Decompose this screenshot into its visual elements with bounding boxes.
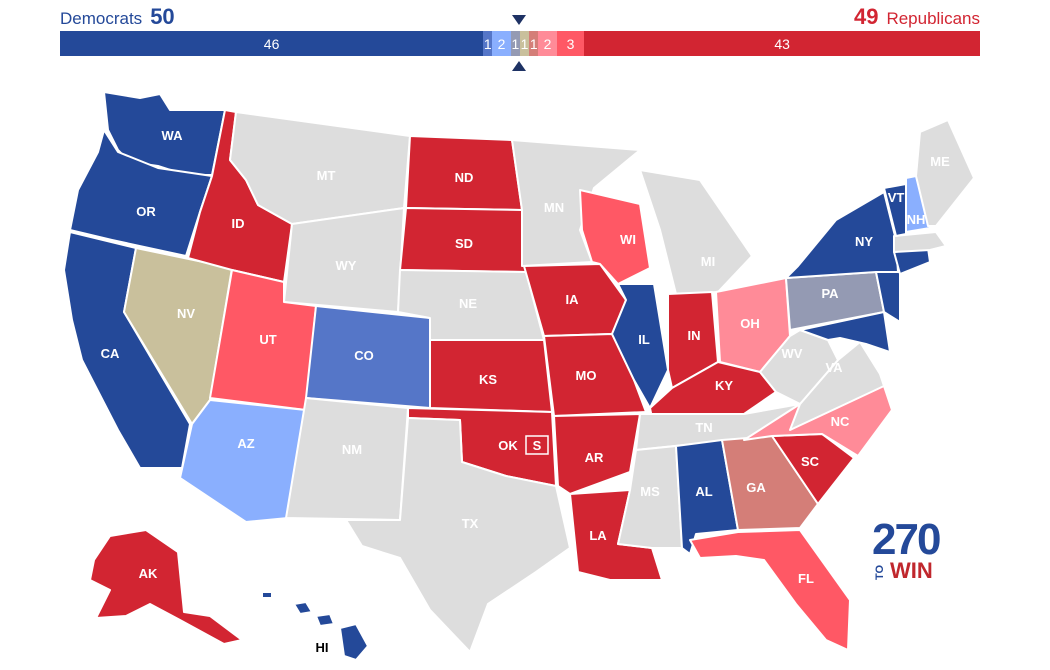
state-tx[interactable] xyxy=(345,417,571,653)
democrats-total: Democrats 50 xyxy=(60,4,175,30)
logo-win: WIN xyxy=(890,558,933,583)
seat-count-bar: 46 1 2 1 1 1 2 3 43 xyxy=(60,31,980,56)
state-ma[interactable] xyxy=(893,231,947,253)
republicans-count: 49 xyxy=(853,4,879,29)
state-nm[interactable] xyxy=(285,397,409,521)
seat-bar-segment: 43 xyxy=(584,31,980,56)
state-il[interactable] xyxy=(611,283,669,409)
state-ar[interactable] xyxy=(553,413,641,495)
majority-marker-top-icon xyxy=(512,15,526,25)
state-mi[interactable] xyxy=(639,169,753,295)
270towin-logo[interactable]: 270 TO WIN xyxy=(872,518,952,582)
seat-bar-segment: 2 xyxy=(492,31,511,56)
special-election-marker xyxy=(525,435,549,455)
state-ak[interactable] xyxy=(89,529,243,645)
seat-bar-segment: 46 xyxy=(60,31,484,56)
state-hi-main[interactable] xyxy=(339,623,369,661)
state-ks[interactable] xyxy=(429,339,553,413)
seat-bar-segment: 1 xyxy=(519,31,530,56)
state-wy[interactable] xyxy=(283,207,405,313)
state-hi-isle-3[interactable] xyxy=(261,591,273,599)
seat-bar-segment: 3 xyxy=(556,31,585,56)
republicans-label: Republicans xyxy=(886,9,980,28)
state-wv[interactable] xyxy=(759,329,839,405)
democrats-label: Democrats xyxy=(60,9,143,28)
logo-to: TO xyxy=(874,564,886,580)
logo-number: 270 xyxy=(872,515,941,564)
state-hi-isle-2[interactable] xyxy=(315,613,335,627)
label-hi: HI xyxy=(316,640,329,655)
seat-bar-segment: 1 xyxy=(529,31,539,56)
seat-bar-segment: 1 xyxy=(510,31,520,56)
state-mo[interactable] xyxy=(543,333,647,417)
state-wi[interactable] xyxy=(579,189,651,285)
state-az[interactable] xyxy=(179,399,307,523)
seat-bar-segment: 1 xyxy=(483,31,493,56)
state-nd[interactable] xyxy=(405,135,523,211)
republicans-total: 49 Republicans xyxy=(854,4,980,30)
seat-bar-segment: 2 xyxy=(538,31,557,56)
state-vt[interactable] xyxy=(883,183,907,237)
state-fl[interactable] xyxy=(689,529,851,651)
state-sd[interactable] xyxy=(399,207,527,273)
democrats-count: 50 xyxy=(150,4,175,29)
state-hi-isle-1[interactable] xyxy=(293,601,313,615)
state-ny[interactable] xyxy=(785,191,899,279)
state-co[interactable] xyxy=(305,305,431,409)
state-nh[interactable] xyxy=(905,175,931,233)
state-me[interactable] xyxy=(915,119,975,227)
majority-marker-bottom-icon xyxy=(512,61,526,71)
state-or[interactable] xyxy=(69,129,213,257)
